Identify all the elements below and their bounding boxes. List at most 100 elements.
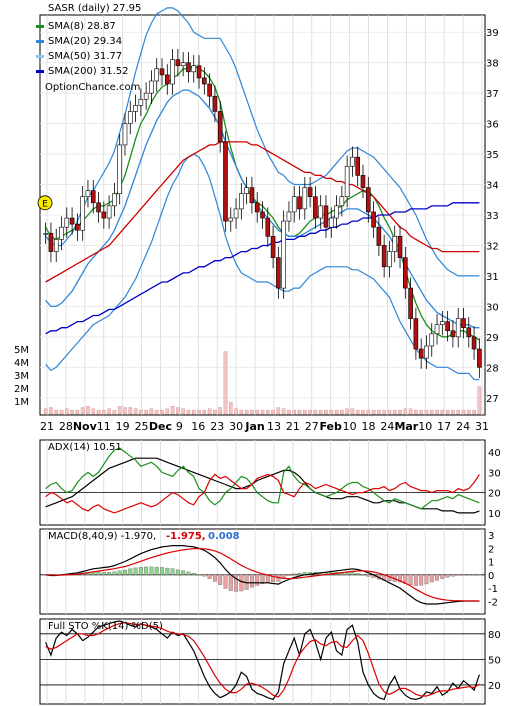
macd-ytick--2: -2 — [488, 597, 498, 608]
candle-body — [59, 226, 64, 240]
adx-ytick-40: 40 — [488, 448, 501, 459]
macd-histogram-bar — [461, 574, 466, 576]
macd-histogram-bar — [123, 569, 127, 575]
volume-bar — [334, 409, 339, 415]
candle-body — [360, 175, 366, 188]
candle-body — [313, 196, 318, 219]
volume-bar — [281, 408, 286, 415]
volume-bar — [144, 409, 148, 415]
macd-histogram-bar — [144, 566, 149, 575]
candle-body — [191, 65, 197, 73]
volume-bar — [139, 409, 143, 415]
x-tick-14: 27 — [305, 420, 319, 433]
macd-histogram-bar — [456, 574, 461, 576]
macd-histogram-bar — [435, 574, 439, 581]
candle-body — [159, 68, 165, 76]
macd-histogram-bar — [249, 574, 254, 588]
volume-bar — [133, 408, 138, 415]
macd-histogram-bar — [450, 574, 455, 577]
macd-histogram-bar — [355, 573, 360, 575]
candle-body — [43, 232, 48, 235]
price-ytick-31: 31 — [486, 272, 499, 283]
candle-body — [323, 205, 329, 228]
candle-body — [249, 187, 255, 204]
candle-body — [355, 156, 361, 176]
volume-bar — [117, 406, 122, 415]
candle-body — [80, 196, 85, 231]
volume-bar — [387, 409, 392, 415]
volume-bar — [303, 409, 307, 415]
x-tick-19: Mar — [394, 420, 418, 433]
volume-bar — [197, 409, 201, 415]
candle-body — [180, 62, 186, 67]
candle-body — [387, 251, 392, 268]
x-tick-1: 28 — [59, 420, 73, 433]
price-ytick-36: 36 — [486, 120, 499, 131]
macd-histogram-bar — [477, 574, 482, 576]
macd-histogram-bar — [292, 573, 297, 575]
macd-histogram-bar — [424, 574, 429, 585]
macd-histogram-bar — [271, 574, 276, 583]
price-ytick-39: 39 — [486, 28, 499, 39]
volume-bar — [440, 409, 445, 415]
candle-body — [143, 92, 149, 100]
macd-histogram-bar — [260, 574, 265, 584]
candle-body — [196, 65, 202, 79]
volume-bar — [149, 408, 154, 415]
candle-body — [101, 211, 107, 219]
macd-histogram-bar — [286, 574, 291, 576]
volume-bar — [398, 409, 402, 415]
volume-bar — [234, 408, 238, 415]
candle-body — [477, 348, 482, 368]
macd-histogram-bar — [398, 574, 402, 583]
candle-body — [281, 220, 286, 289]
candle-body — [445, 321, 450, 332]
macd-panel: -2 -1 0 1 2 3 — [39, 528, 498, 615]
macd-histogram-bar — [223, 574, 228, 589]
candle-body — [339, 196, 345, 207]
macd-title: MACD(8,40,9) -1.970, — [48, 531, 156, 542]
adx-series-line-1 — [45, 447, 480, 510]
volume-bar — [456, 409, 460, 415]
candle-body — [429, 333, 435, 347]
adx-panel: 10 20 30 40 — [39, 439, 501, 526]
macd-histogram-bar — [429, 574, 434, 583]
adx-ytick-20: 20 — [488, 489, 501, 500]
volume-bar — [96, 409, 101, 415]
macd-histogram-bar — [128, 568, 133, 575]
volume-bar — [260, 409, 265, 415]
x-tick-12: 13 — [267, 420, 281, 433]
volume-bar — [70, 409, 74, 415]
volume-bar — [435, 409, 439, 415]
candle-body — [403, 257, 408, 289]
candle-body — [122, 123, 128, 146]
candle-body — [127, 111, 133, 124]
x-tick-5: 25 — [135, 420, 149, 433]
macd-histogram-bar — [138, 566, 143, 575]
macd-histogram-value: 0.008 — [208, 531, 240, 542]
x-tick-13: 21 — [286, 420, 300, 433]
candle-body — [471, 336, 477, 350]
volume-bar — [123, 407, 127, 415]
volume-bar — [202, 409, 207, 415]
x-tick-18: 24 — [380, 420, 394, 433]
volume-bar — [265, 409, 270, 415]
candle-body — [376, 226, 382, 246]
candle-body — [175, 59, 181, 67]
candle-body — [350, 156, 355, 167]
volume-bar — [65, 408, 69, 415]
adx-ytick-30: 30 — [488, 468, 501, 479]
volume-bar — [170, 406, 175, 415]
candle-body — [318, 205, 323, 219]
candle-body — [328, 217, 334, 228]
volume-tick-2M: 2M — [14, 384, 29, 395]
price-ytick-32: 32 — [486, 241, 499, 252]
candle-body — [85, 190, 91, 198]
legend-label-1: SMA(20) 29.34 — [48, 36, 122, 47]
adx-series-line-2 — [45, 473, 480, 514]
legend-label-0: SMA(8) 28.87 — [48, 21, 116, 32]
macd-ytick-1: 1 — [488, 558, 494, 569]
candle-body — [154, 68, 160, 82]
legend-swatch-3 — [36, 70, 44, 73]
volume-bar — [419, 409, 423, 415]
